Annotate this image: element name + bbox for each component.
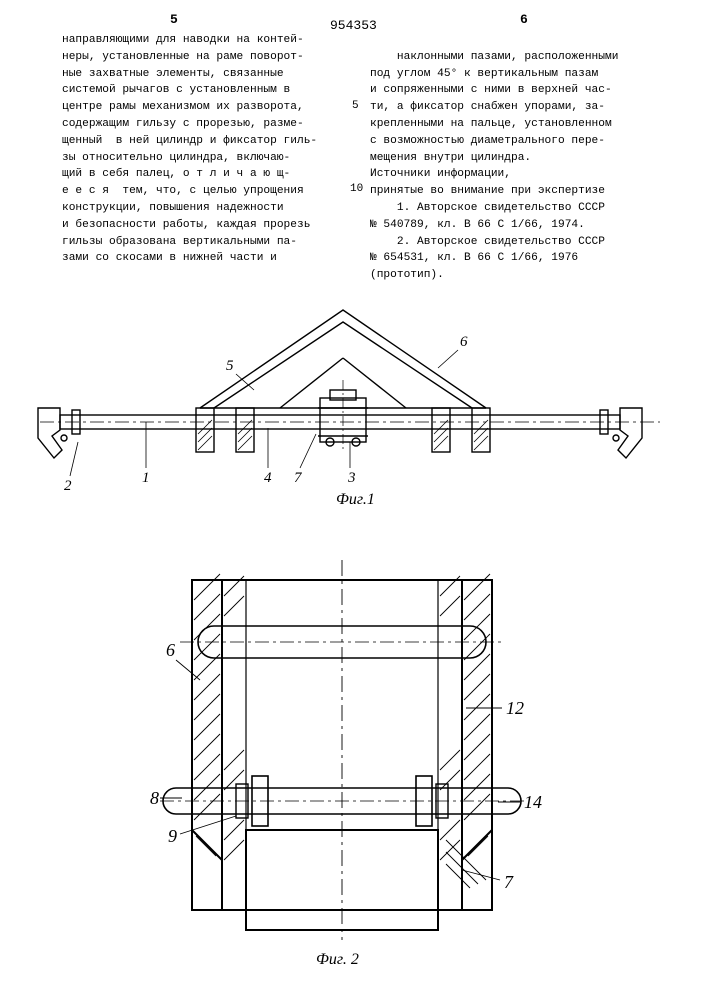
fig1-label-7: 7 (294, 470, 303, 486)
figure-2: 6 8 9 12 14 7 Фиг. 2 (0, 540, 707, 960)
line-marker-10: 10 (350, 183, 363, 195)
document-number: 954353 (330, 18, 377, 33)
fig1-label-5: 5 (226, 358, 234, 374)
fig2-label-14: 14 (524, 792, 542, 812)
figure-1-caption: Фиг.1 (336, 491, 375, 508)
fig1-label-6: 6 (460, 334, 468, 350)
fig2-label-6: 6 (166, 640, 175, 660)
fig1-label-1: 1 (142, 470, 150, 486)
column-number-right: 6 (520, 12, 528, 27)
right-column-body: наклонными пазами, расположенными под уг… (370, 51, 618, 164)
fig2-label-8: 8 (150, 788, 159, 808)
text-column-right: наклонными пазами, расположенными под уг… (370, 32, 650, 301)
reference-1: 1. Авторское свидетельство СССР № 540789… (370, 202, 605, 231)
reference-2: 2. Авторское свидетельство СССР № 654531… (370, 236, 605, 282)
fig2-label-9: 9 (168, 826, 177, 846)
figure-2-caption: Фиг. 2 (316, 951, 359, 968)
fig1-label-3: 3 (347, 470, 356, 486)
line-marker-5: 5 (352, 100, 359, 112)
references-title: Источники информации, принятые во вниман… (370, 168, 605, 197)
text-column-left: направляющими для наводки на контей- нер… (62, 32, 342, 267)
fig1-label-2: 2 (64, 478, 72, 494)
fig2-label-12: 12 (506, 698, 524, 718)
figure-1: 1 2 3 4 5 6 7 Фиг.1 (0, 290, 707, 510)
fig2-label-7: 7 (504, 872, 514, 892)
column-number-left: 5 (170, 12, 178, 27)
fig1-label-4: 4 (264, 470, 272, 486)
